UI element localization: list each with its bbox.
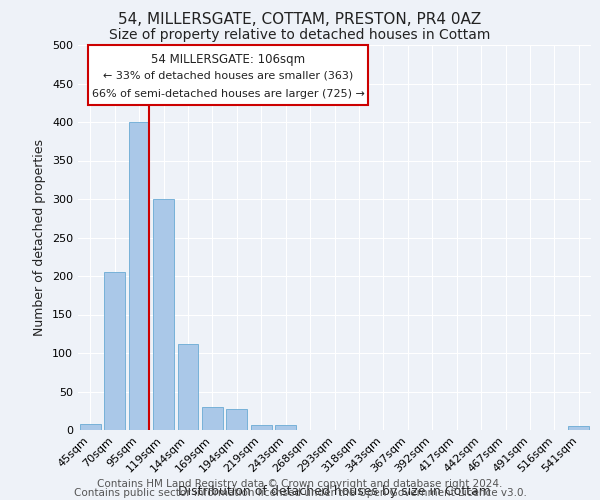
Bar xyxy=(226,409,247,430)
Bar xyxy=(275,424,296,430)
Text: 54, MILLERSGATE, COTTAM, PRESTON, PR4 0AZ: 54, MILLERSGATE, COTTAM, PRESTON, PR4 0A… xyxy=(118,12,482,28)
Bar xyxy=(202,407,223,430)
Bar xyxy=(153,199,174,430)
Text: Size of property relative to detached houses in Cottam: Size of property relative to detached ho… xyxy=(109,28,491,42)
Text: 66% of semi-detached houses are larger (725) →: 66% of semi-detached houses are larger (… xyxy=(92,90,364,100)
Bar xyxy=(568,426,589,430)
Text: 54 MILLERSGATE: 106sqm: 54 MILLERSGATE: 106sqm xyxy=(151,52,305,66)
Bar xyxy=(178,344,199,430)
FancyBboxPatch shape xyxy=(88,45,368,104)
X-axis label: Distribution of detached houses by size in Cottam: Distribution of detached houses by size … xyxy=(178,485,491,498)
Bar xyxy=(80,424,101,430)
Text: Contains public sector information licensed under the Open Government Licence v3: Contains public sector information licen… xyxy=(74,488,526,498)
Bar xyxy=(104,272,125,430)
Bar xyxy=(128,122,149,430)
Text: ← 33% of detached houses are smaller (363): ← 33% of detached houses are smaller (36… xyxy=(103,70,353,80)
Bar xyxy=(251,424,272,430)
Text: Contains HM Land Registry data © Crown copyright and database right 2024.: Contains HM Land Registry data © Crown c… xyxy=(97,479,503,489)
Y-axis label: Number of detached properties: Number of detached properties xyxy=(34,139,46,336)
